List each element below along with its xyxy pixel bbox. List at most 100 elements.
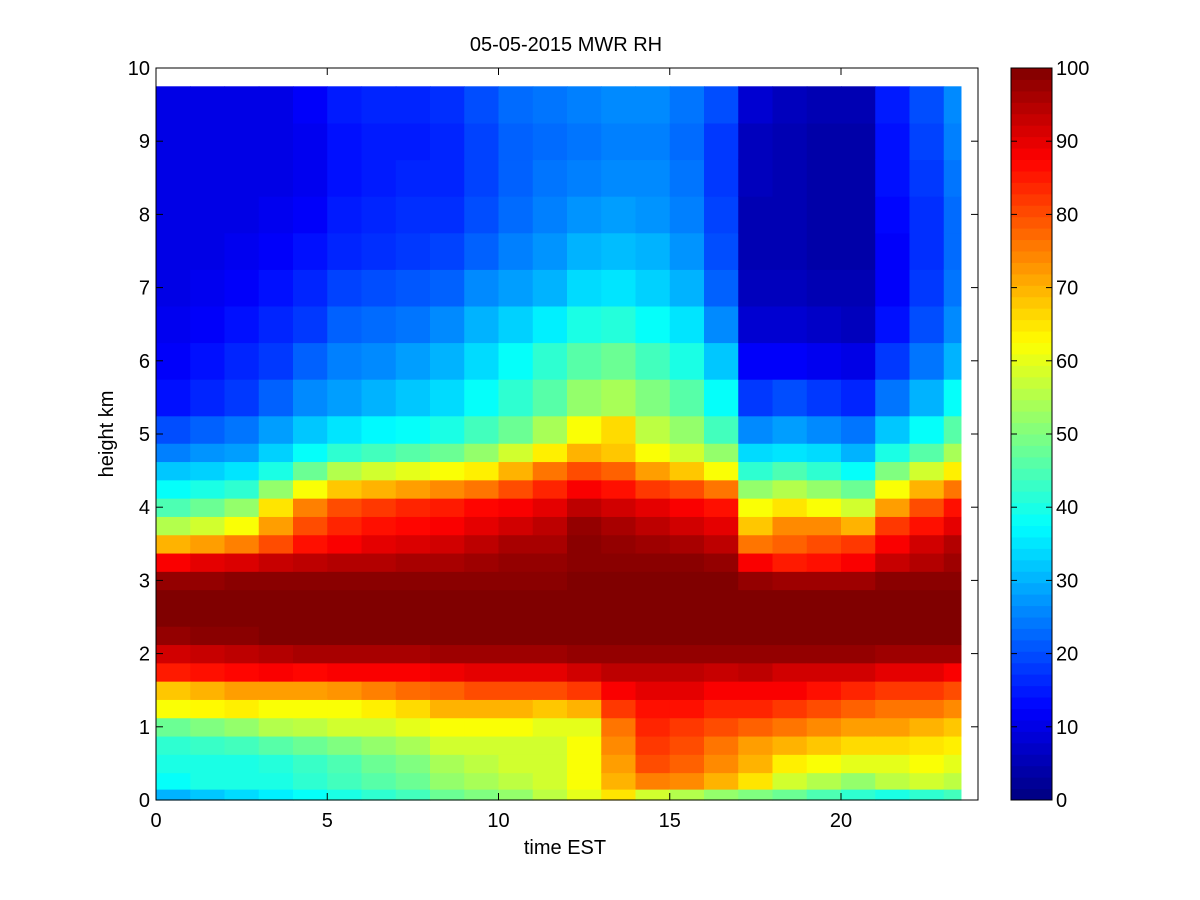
heatmap-cell <box>532 269 568 307</box>
x-tick-label: 20 <box>830 810 852 832</box>
heatmap-cell <box>258 589 294 609</box>
heatmap-cell <box>464 479 500 499</box>
heatmap-cell <box>909 443 945 463</box>
heatmap-cell <box>943 415 962 444</box>
colorbar-segment <box>1011 251 1052 263</box>
heatmap-cell <box>498 86 534 124</box>
heatmap-cell <box>395 772 431 790</box>
heatmap-cell <box>738 552 774 572</box>
heatmap-cell <box>567 461 602 481</box>
heatmap-cell <box>258 196 294 234</box>
heatmap-cell <box>567 479 602 499</box>
heatmap-cell <box>943 342 962 380</box>
colorbar-segment <box>1011 559 1052 572</box>
heatmap-cell <box>258 789 294 801</box>
heatmap-cell <box>909 772 945 790</box>
heatmap-cell <box>601 571 637 591</box>
heatmap-cell <box>669 443 705 463</box>
heatmap-cell <box>669 342 705 380</box>
y-tick-label: 10 <box>128 58 150 80</box>
heatmap-cell <box>258 415 294 444</box>
heatmap-cell <box>601 644 637 664</box>
heatmap-cell <box>943 516 962 536</box>
heatmap-cell <box>943 498 962 517</box>
heatmap-cell <box>669 662 705 682</box>
colorbar-segment <box>1011 662 1052 675</box>
heatmap-cell <box>190 159 226 197</box>
colorbar-segment <box>1011 285 1052 298</box>
heatmap-cell <box>293 552 328 572</box>
heatmap-cell <box>430 269 465 307</box>
heatmap-cell <box>704 443 739 463</box>
heatmap-cell <box>327 269 363 307</box>
heatmap-cell <box>395 552 431 572</box>
x-tick-label: 0 <box>150 810 161 832</box>
heatmap-cell <box>567 607 602 627</box>
heatmap-cell <box>875 626 911 646</box>
heatmap-cell <box>567 552 602 572</box>
heatmap-cell <box>669 571 705 591</box>
heatmap-cell <box>704 122 739 161</box>
heatmap-cell <box>601 342 637 380</box>
heatmap-cell <box>224 589 260 609</box>
heatmap-cell <box>327 571 363 591</box>
heatmap-cell <box>567 516 602 536</box>
heatmap-cell <box>669 754 705 774</box>
heatmap-cell <box>190 644 226 664</box>
heatmap-cell <box>395 305 431 344</box>
heatmap-cell <box>361 772 397 790</box>
x-tick-label: 15 <box>659 810 681 832</box>
heatmap-cell <box>395 498 431 517</box>
heatmap-cell <box>430 461 465 481</box>
heatmap-cell <box>567 196 602 234</box>
heatmap-cell <box>361 644 397 664</box>
heatmap-cell <box>430 159 465 197</box>
heatmap-cell <box>909 415 945 444</box>
heatmap-cell <box>875 589 911 609</box>
heatmap-cell <box>224 754 260 774</box>
heatmap-cell <box>841 662 876 682</box>
colorbar-segment <box>1011 308 1052 321</box>
heatmap-cell <box>190 662 226 682</box>
heatmap-cell <box>293 589 328 609</box>
heatmap-cell <box>567 379 602 417</box>
heatmap-cell <box>909 789 945 801</box>
heatmap-cell <box>224 516 260 536</box>
heatmap-cell <box>567 415 602 444</box>
heatmap-cell <box>361 122 397 161</box>
heatmap-cell <box>190 552 226 572</box>
heatmap-cell <box>464 379 500 417</box>
heatmap-cell <box>806 589 842 609</box>
heatmap-cell <box>498 552 534 572</box>
heatmap-cell <box>430 772 465 790</box>
y-tick-label: 7 <box>139 278 150 300</box>
heatmap-cell <box>361 342 397 380</box>
heatmap-cell <box>464 681 500 700</box>
heatmap-cell <box>601 552 637 572</box>
heatmap-cell <box>704 589 739 609</box>
colorbar-segment <box>1011 365 1052 378</box>
colorbar-segment <box>1011 399 1052 412</box>
heatmap-cell <box>498 571 534 591</box>
heatmap-cell <box>224 415 260 444</box>
heatmap-cell <box>361 443 397 463</box>
heatmap-cell <box>361 681 397 700</box>
heatmap-cell <box>156 379 191 417</box>
heatmap-cell <box>841 571 876 591</box>
heatmap-cells <box>156 86 962 801</box>
colorbar-segment <box>1011 571 1052 584</box>
heatmap-cell <box>909 159 945 197</box>
heatmap-cell <box>772 516 808 536</box>
heatmap-cell <box>327 699 363 719</box>
heatmap-cell <box>327 681 363 700</box>
heatmap-cell <box>224 717 260 737</box>
heatmap-cell <box>841 681 876 700</box>
heatmap-cell <box>738 534 774 554</box>
heatmap-cell <box>567 662 602 682</box>
heatmap-cell <box>601 86 637 124</box>
heatmap-cell <box>293 122 328 161</box>
heatmap-cell <box>361 305 397 344</box>
heatmap-cell <box>875 772 911 790</box>
heatmap-cell <box>498 305 534 344</box>
heatmap-cell <box>327 772 363 790</box>
